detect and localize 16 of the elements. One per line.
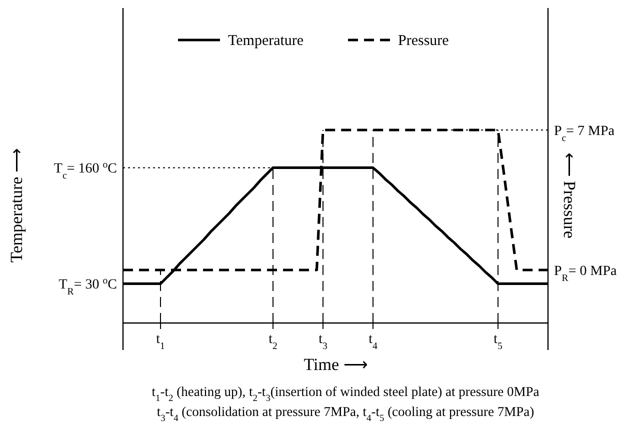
text: t$_{1}$-t$_{2}$ (heating up), t$_{2}$-t$_{3}$(insertion of winded steel plate) at pressure 0MPa <box>152 384 540 404</box>
x-tick-label: t$_{2}$ <box>268 332 278 352</box>
y2-tick-label: P$_{c}$= 7 MPa <box>554 124 616 144</box>
legend-label: Temperature <box>228 33 304 49</box>
x-tick-label: t$_{4}$ <box>368 332 378 352</box>
text: t$_{3}$-t$_{4}$ (consolidation at pressure 7MPa, t$_{4}$-t$_{5}$ (cooling at pressure 7MPa) <box>156 404 534 422</box>
y2-tick-label: P$_{R}$= 0 MPa <box>554 264 618 284</box>
y-axis-title: Temperature ⟶ <box>7 148 26 262</box>
y-tick-label: T$_{R}$= 30 $^{o}$C <box>58 275 117 298</box>
x-tick-label: t$_{3}$ <box>318 332 328 352</box>
y2-axis-title: ⟵ Pressure <box>560 152 579 238</box>
x-axis-title: Time ⟶ <box>304 355 368 374</box>
legend-label: Pressure <box>398 33 450 49</box>
y-tick-label: T$_{c}$= 160 $^{o}$C <box>54 159 117 182</box>
x-tick-label: t$_{5}$ <box>494 332 502 352</box>
x-tick-label: t$_{1}$ <box>156 332 165 352</box>
